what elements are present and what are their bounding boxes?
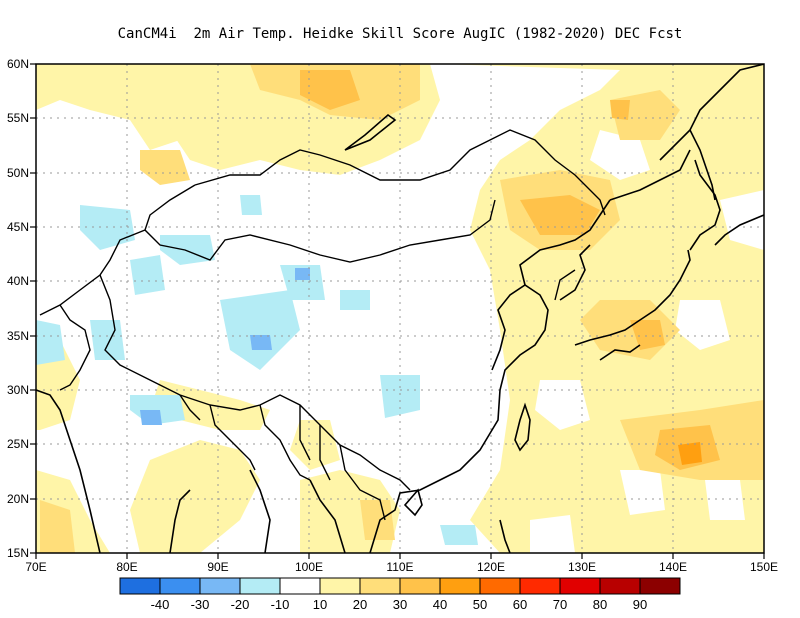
lon-label: 110E (386, 560, 413, 574)
colorbar-swatch (199, 577, 241, 595)
colorbar-swatch (559, 577, 601, 595)
colorbar-label: 40 (433, 597, 447, 612)
lat-label: 50N (7, 166, 29, 180)
colorbar-label: -20 (231, 597, 250, 612)
colorbar-swatch (639, 577, 681, 595)
lat-label: 55N (7, 111, 29, 125)
colorbar-label: 30 (393, 597, 407, 612)
colorbar-swatch (599, 577, 641, 595)
country-borders (39, 129, 606, 521)
colorbar-swatch (119, 577, 161, 595)
colorbar-swatch (479, 577, 521, 595)
lat-label: 40N (7, 274, 29, 288)
colorbar-swatch (359, 577, 401, 595)
lon-label: 140E (659, 560, 687, 574)
colorbar-label: 90 (633, 597, 647, 612)
longitude-labels: 70E 80E 90E 100E 110E 120E 130E 140E 150… (25, 560, 778, 574)
colorbar-label: -40 (151, 597, 170, 612)
colorbar-swatch (239, 577, 281, 595)
axis-ticks (30, 63, 765, 559)
lat-label: 35N (7, 329, 29, 343)
colorbar-swatch (279, 577, 321, 595)
colorbar-label: 20 (353, 597, 367, 612)
colorbar-label: -30 (191, 597, 210, 612)
lat-label: 20N (7, 492, 29, 506)
lat-label: 15N (7, 546, 29, 560)
colorbar-label: -10 (271, 597, 290, 612)
lon-label: 120E (477, 560, 505, 574)
map-title: CanCM4i 2m Air Temp. Heidke Skill Score … (117, 26, 683, 42)
colorbar-swatch (159, 577, 201, 595)
colorbar-label: 10 (313, 597, 327, 612)
coastlines (36, 64, 764, 553)
lat-label: 60N (7, 57, 29, 71)
skill-minus20-minus30-regions (140, 268, 310, 425)
colorbar-label: 50 (473, 597, 487, 612)
lon-label: 70E (25, 560, 46, 574)
lon-label: 100E (295, 560, 323, 574)
skill-40-50-regions (678, 442, 702, 465)
colorbar-swatches (119, 577, 681, 595)
lon-label: 130E (568, 560, 596, 574)
skill-score-field (36, 64, 764, 553)
colorbar-swatch (399, 577, 441, 595)
colorbar: -40 -30 -20 -10 10 20 30 40 50 60 70 80 90 (119, 577, 681, 612)
colorbar-swatch (519, 577, 561, 595)
lon-label: 90E (207, 560, 228, 574)
skill-minus10-minus20-regions (36, 195, 478, 545)
colorbar-label: 80 (593, 597, 607, 612)
colorbar-swatch (319, 577, 361, 595)
graticule (36, 64, 764, 553)
lat-label: 45N (7, 220, 29, 234)
neutral-regions (530, 130, 764, 553)
lat-label: 25N (7, 437, 29, 451)
colorbar-swatch (439, 577, 481, 595)
colorbar-label: 70 (553, 597, 567, 612)
colorbar-labels: -40 -30 -20 -10 10 20 30 40 50 60 70 80 90 (151, 597, 648, 612)
lon-label: 150E (750, 560, 778, 574)
colorbar-label: 60 (513, 597, 527, 612)
latitude-labels: 15N 20N 25N 30N 35N 40N 45N 50N 55N 60N (7, 57, 29, 560)
lon-label: 80E (116, 560, 137, 574)
lat-label: 30N (7, 383, 29, 397)
